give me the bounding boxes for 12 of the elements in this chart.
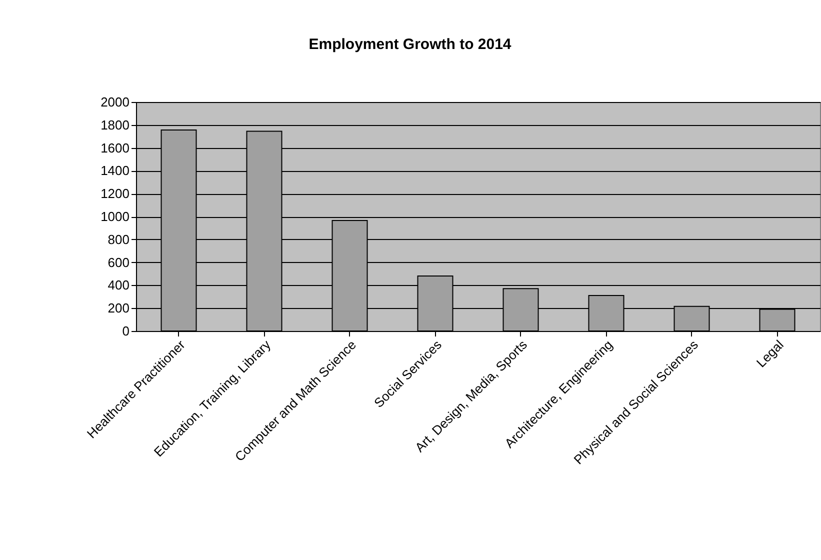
y-tick-label: 1200 bbox=[100, 186, 130, 202]
y-tick-label: 1400 bbox=[100, 163, 130, 178]
chart-title: Employment Growth to 2014 bbox=[308, 36, 512, 53]
y-tick-label: 200 bbox=[108, 300, 130, 316]
y-tick-label: 1600 bbox=[100, 140, 130, 156]
y-tick-label: 2000 bbox=[100, 94, 130, 110]
y-tick-label: 0 bbox=[122, 324, 130, 338]
y-tick-label: 400 bbox=[108, 278, 130, 293]
y-tick-label: 1800 bbox=[100, 117, 130, 132]
y-tick-label: 600 bbox=[108, 254, 130, 270]
y-tick-label: 1000 bbox=[100, 209, 130, 224]
y-tick-label: 800 bbox=[108, 232, 130, 247]
